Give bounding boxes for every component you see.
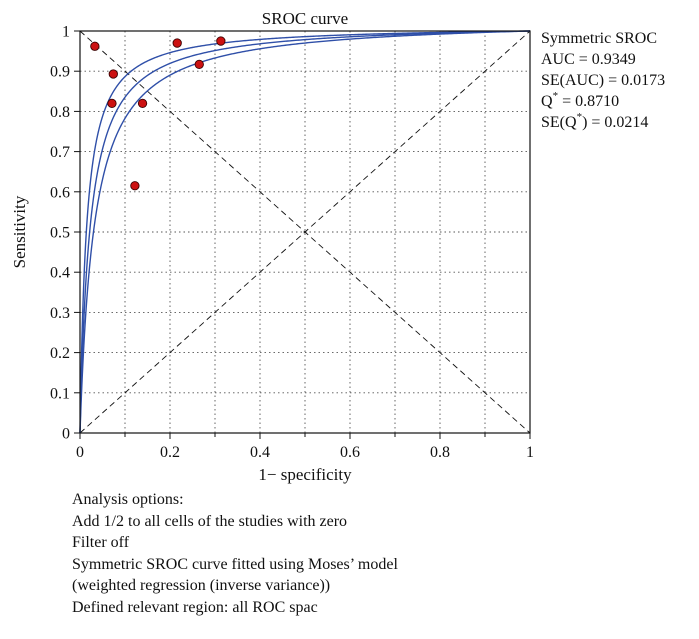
q-star-value: Q* = 0.8710: [541, 89, 665, 112]
sroc-curve-sroc: [79, 30, 531, 433]
analysis-options-line: Symmetric SROC curve fitted using Moses’…: [72, 555, 398, 573]
sroc-curve-ci-lower: [79, 30, 531, 433]
study-point: [194, 59, 204, 70]
y-tick-label: 0: [62, 426, 70, 443]
se-auc-value: SE(AUC) = 0.0173: [541, 72, 666, 89]
x-axis-title: 1− specificity: [258, 465, 352, 484]
y-tick-label: 1: [62, 24, 70, 41]
reference-diagonals: [79, 30, 531, 434]
y-tick-label: 0.9: [50, 64, 70, 81]
sroc-curves: [79, 30, 531, 433]
se-q-prefix: SE(Q: [541, 114, 577, 131]
y-tick-label: 0.7: [50, 144, 70, 161]
q-number: = 0.8710: [558, 93, 620, 110]
axis-ticks: 0 0.2 0.4 0.6 0.8 1 0 0.1 0.2 0.3 0.4 0.5 0.6 0.7 0.8 0…: [50, 24, 534, 462]
analysis-options: Analysis options: Add 1/2 to all cells o…: [72, 489, 398, 618]
x-tick-label: 0.4: [250, 444, 270, 461]
analysis-options-line: (weighted regression (inverse variance)): [72, 577, 331, 594]
symmetry-diagonal: [79, 30, 531, 434]
se-q-number: ) = 0.0214: [582, 114, 649, 131]
y-tick-label: 0.6: [50, 184, 70, 201]
q-prefix: Q: [541, 93, 553, 110]
study-points: [90, 36, 226, 191]
y-tick-label: 0.1: [50, 385, 70, 402]
sroc-statistics: Symmetric SROC AUC = 0.9349 SE(AUC) = 0.…: [541, 28, 665, 133]
study-point: [107, 98, 117, 109]
analysis-options-line: Analysis options:: [72, 491, 184, 508]
y-tick-label: 0.4: [50, 265, 70, 282]
auc-value: AUC = 0.9349: [541, 51, 636, 68]
analysis-options-line: Defined relevant region: all ROC spac: [72, 598, 318, 616]
stats-heading: Symmetric SROC: [541, 30, 658, 47]
se-q-star-value: SE(Q*) = 0.0214: [541, 110, 665, 133]
y-axis-title: Sensitivity: [10, 195, 29, 268]
x-tick-label: 0.6: [340, 444, 360, 461]
sroc-chart: SROC curve 0 0.2 0.4 0.6 0.8 1 0 0.1 0.2 0.3 0.4 0.…: [10, 9, 534, 484]
x-tick-label: 1: [526, 444, 534, 461]
analysis-options-line: Add 1/2 to all cells of the studies with…: [72, 512, 348, 530]
study-point: [108, 69, 118, 79]
study-point: [172, 38, 182, 48]
analysis-options-line: Filter off: [72, 534, 130, 551]
y-tick-label: 0.2: [50, 345, 70, 362]
y-tick-label: 0.5: [50, 225, 70, 242]
se-q-star-mark: *: [576, 110, 583, 123]
x-tick-label: 0.2: [160, 444, 180, 461]
q-star-mark: *: [552, 89, 559, 102]
chart-title: SROC curve: [262, 9, 348, 28]
study-point: [130, 181, 140, 191]
x-tick-label: 0: [76, 444, 84, 461]
x-tick-label: 0.8: [430, 444, 450, 461]
y-tick-label: 0.8: [50, 104, 70, 121]
study-point: [216, 36, 226, 46]
y-tick-label: 0.3: [50, 305, 70, 322]
study-point: [137, 98, 148, 109]
study-point: [90, 41, 100, 51]
sroc-curve-ci-upper: [79, 30, 531, 433]
